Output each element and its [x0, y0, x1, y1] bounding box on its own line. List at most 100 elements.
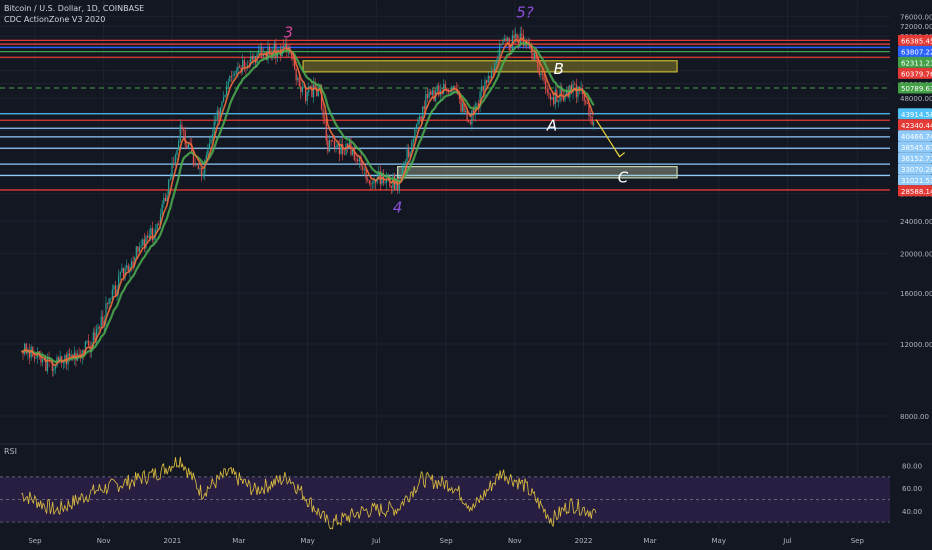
- candle-body: [301, 87, 303, 93]
- candle-body: [363, 169, 366, 170]
- candle-body: [57, 357, 60, 360]
- candle-body: [238, 66, 241, 68]
- candle-body: [325, 119, 327, 141]
- candle-body: [309, 85, 311, 87]
- candle-body: [449, 91, 451, 93]
- candle-body: [182, 127, 185, 131]
- candle-body: [284, 44, 286, 47]
- time-tick-label: Jul: [371, 537, 381, 545]
- candle-body: [138, 247, 141, 252]
- candle-body: [357, 159, 359, 162]
- candle-body: [155, 229, 157, 235]
- time-tick-label: Sep: [28, 537, 42, 545]
- candle-body: [452, 86, 454, 89]
- level-badge: [898, 141, 932, 153]
- candle-body: [54, 366, 57, 369]
- candle-body: [251, 56, 253, 60]
- candle-body: [355, 159, 357, 161]
- candle-body: [179, 124, 181, 142]
- candle-body: [114, 285, 117, 296]
- candle-body: [297, 77, 299, 80]
- candle-body: [46, 357, 49, 372]
- candle-body: [589, 115, 592, 117]
- projection-arrow-head: [615, 150, 625, 158]
- candle-body: [529, 43, 531, 49]
- level-badge: [898, 108, 932, 120]
- candle-body: [168, 179, 170, 195]
- candle-body: [151, 228, 154, 241]
- level-badge-text: 63807.22: [901, 48, 932, 56]
- candle-body: [146, 236, 149, 238]
- candle-body: [367, 179, 369, 181]
- candle-body: [208, 143, 211, 149]
- candle-body: [110, 298, 112, 300]
- candle-body: [378, 171, 380, 178]
- wave-label: B: [554, 60, 564, 78]
- candle-body: [222, 96, 225, 102]
- candle-body: [577, 86, 579, 97]
- candle-body: [303, 86, 305, 88]
- fast-ema-line: [21, 37, 595, 367]
- candle-body: [553, 97, 555, 105]
- candle-body: [278, 48, 280, 50]
- candle-body: [87, 340, 90, 346]
- candle-body: [212, 134, 214, 139]
- candle-body: [306, 91, 308, 102]
- candle-body: [549, 93, 552, 100]
- candle-body: [423, 106, 425, 110]
- candle-body: [30, 347, 32, 358]
- candle-body: [497, 55, 499, 61]
- candle-body: [292, 56, 294, 61]
- candle-body: [194, 163, 196, 166]
- candle-body: [404, 161, 407, 163]
- candle-body: [210, 138, 212, 144]
- candle-body: [487, 75, 489, 83]
- candle-body: [468, 120, 470, 122]
- wave-label: 5?: [516, 4, 534, 22]
- level-badge: [898, 67, 932, 79]
- candle-body: [548, 92, 550, 94]
- candle-body: [433, 90, 435, 102]
- candle-body: [166, 194, 168, 202]
- candle-body: [234, 73, 236, 76]
- level-badge-text: 28588.14: [901, 188, 932, 196]
- candle-body: [242, 60, 244, 71]
- level-badge-text: 66385.45: [901, 37, 932, 45]
- candle-body: [61, 356, 63, 363]
- candle-body: [588, 103, 590, 116]
- candle-body: [218, 110, 220, 119]
- candle-body: [557, 100, 560, 103]
- candle-body: [84, 341, 86, 355]
- candle-body: [178, 141, 180, 150]
- candle-body: [593, 122, 595, 125]
- level-badge-text: 50789.63: [901, 85, 932, 93]
- candle-body: [426, 94, 429, 98]
- candle-body: [237, 66, 239, 71]
- candle-body: [368, 180, 370, 184]
- candle-body: [373, 180, 375, 184]
- candle-body: [390, 186, 392, 189]
- candle-body: [586, 103, 588, 105]
- candle-body: [447, 91, 450, 93]
- candle-body: [254, 56, 257, 63]
- candle-body: [482, 86, 484, 91]
- candle-body: [422, 106, 424, 122]
- candle-body: [159, 214, 162, 225]
- candle-body: [317, 89, 319, 96]
- candle-body: [466, 111, 468, 121]
- candle-body: [224, 94, 226, 97]
- time-tick-label: Nov: [97, 537, 111, 545]
- candle-body: [545, 80, 547, 90]
- candle-body: [108, 298, 110, 304]
- candle-body: [201, 168, 203, 176]
- candle-body: [174, 154, 176, 164]
- candle-body: [70, 354, 72, 357]
- candle-body: [169, 178, 171, 180]
- candle-body: [258, 49, 260, 54]
- candle-body: [516, 34, 518, 43]
- candle-body: [304, 86, 307, 102]
- candle-body: [561, 88, 563, 97]
- candle-body: [99, 326, 101, 328]
- candle-body: [335, 146, 337, 148]
